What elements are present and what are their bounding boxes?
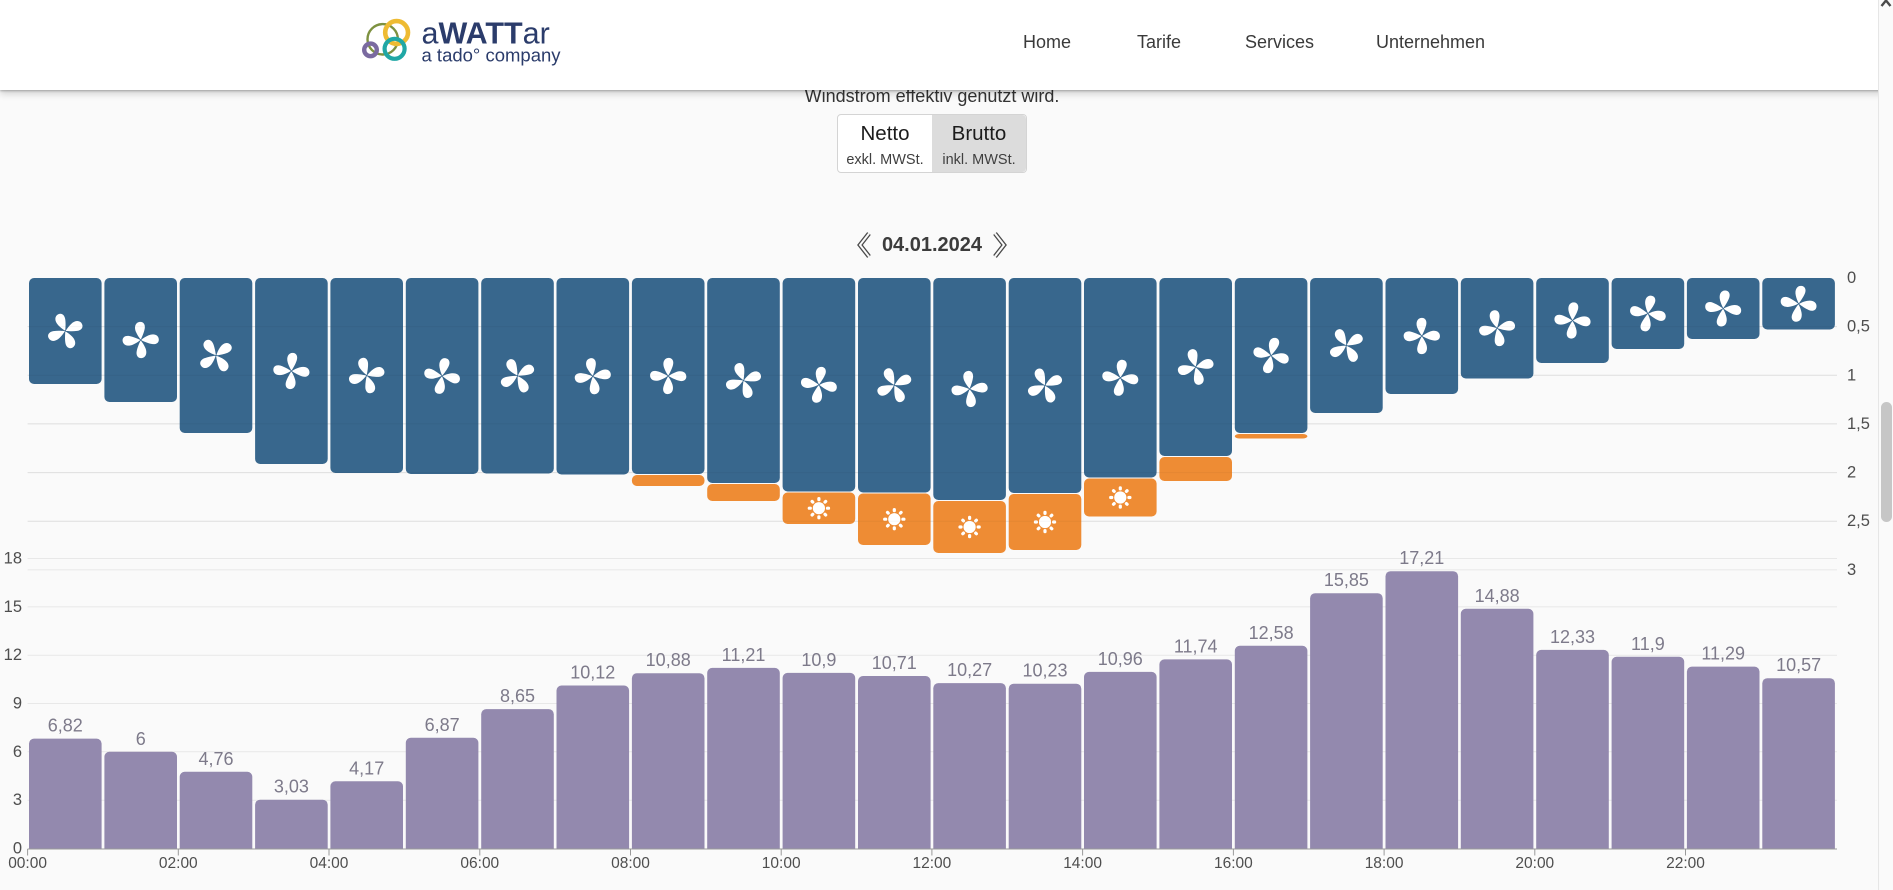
svg-text:12,33: 12,33 bbox=[1550, 627, 1595, 647]
svg-text:6: 6 bbox=[13, 743, 22, 761]
svg-text:02:00: 02:00 bbox=[159, 855, 198, 872]
svg-text:04:00: 04:00 bbox=[310, 855, 349, 872]
svg-text:8,65: 8,65 bbox=[500, 686, 535, 706]
svg-text:00:00: 00:00 bbox=[8, 855, 47, 872]
svg-text:3: 3 bbox=[1847, 561, 1856, 579]
svg-text:0: 0 bbox=[1847, 270, 1856, 287]
svg-text:22:00: 22:00 bbox=[1666, 855, 1705, 872]
svg-text:11,29: 11,29 bbox=[1701, 644, 1745, 664]
svg-text:06:00: 06:00 bbox=[460, 855, 499, 872]
svg-text:12: 12 bbox=[4, 646, 22, 664]
svg-text:20:00: 20:00 bbox=[1515, 855, 1554, 872]
svg-text:08:00: 08:00 bbox=[611, 855, 650, 872]
svg-text:12,58: 12,58 bbox=[1249, 623, 1294, 643]
svg-text:10,96: 10,96 bbox=[1098, 649, 1143, 669]
svg-text:9: 9 bbox=[13, 695, 22, 713]
svg-text:17,21: 17,21 bbox=[1399, 548, 1444, 568]
svg-text:10,23: 10,23 bbox=[1022, 661, 1067, 681]
svg-text:16:00: 16:00 bbox=[1214, 855, 1253, 872]
svg-text:10,88: 10,88 bbox=[646, 650, 691, 670]
svg-text:aWATTar: aWATTar bbox=[422, 16, 550, 50]
svg-text:10:00: 10:00 bbox=[762, 855, 801, 872]
svg-text:6: 6 bbox=[136, 729, 146, 749]
svg-text:a tado° company: a tado° company bbox=[422, 44, 562, 65]
svg-text:6,82: 6,82 bbox=[48, 716, 83, 736]
svg-text:10,27: 10,27 bbox=[947, 660, 992, 680]
svg-text:11,9: 11,9 bbox=[1631, 634, 1665, 654]
svg-text:10,12: 10,12 bbox=[570, 663, 615, 683]
svg-text:3,03: 3,03 bbox=[274, 777, 309, 797]
svg-text:4,76: 4,76 bbox=[198, 749, 233, 769]
svg-text:10,9: 10,9 bbox=[801, 650, 836, 670]
svg-text:11,74: 11,74 bbox=[1174, 636, 1218, 656]
svg-text:4,17: 4,17 bbox=[349, 758, 384, 778]
svg-text:0: 0 bbox=[13, 840, 22, 858]
svg-text:14,88: 14,88 bbox=[1475, 586, 1520, 606]
svg-text:1,5: 1,5 bbox=[1847, 415, 1870, 433]
svg-text:12:00: 12:00 bbox=[913, 855, 952, 872]
svg-text:18: 18 bbox=[4, 550, 22, 568]
svg-text:15: 15 bbox=[4, 598, 22, 616]
svg-text:6,87: 6,87 bbox=[425, 715, 460, 735]
svg-text:3: 3 bbox=[13, 791, 22, 809]
svg-text:10,57: 10,57 bbox=[1776, 655, 1821, 675]
svg-text:2: 2 bbox=[1847, 464, 1856, 482]
svg-text:11,21: 11,21 bbox=[722, 645, 766, 665]
svg-text:2,5: 2,5 bbox=[1847, 512, 1870, 530]
svg-text:0,5: 0,5 bbox=[1847, 318, 1870, 336]
svg-text:14:00: 14:00 bbox=[1063, 855, 1102, 872]
svg-text:15,85: 15,85 bbox=[1324, 570, 1369, 590]
svg-text:18:00: 18:00 bbox=[1365, 855, 1404, 872]
svg-text:10,71: 10,71 bbox=[872, 653, 917, 673]
svg-text:1: 1 bbox=[1847, 366, 1856, 384]
